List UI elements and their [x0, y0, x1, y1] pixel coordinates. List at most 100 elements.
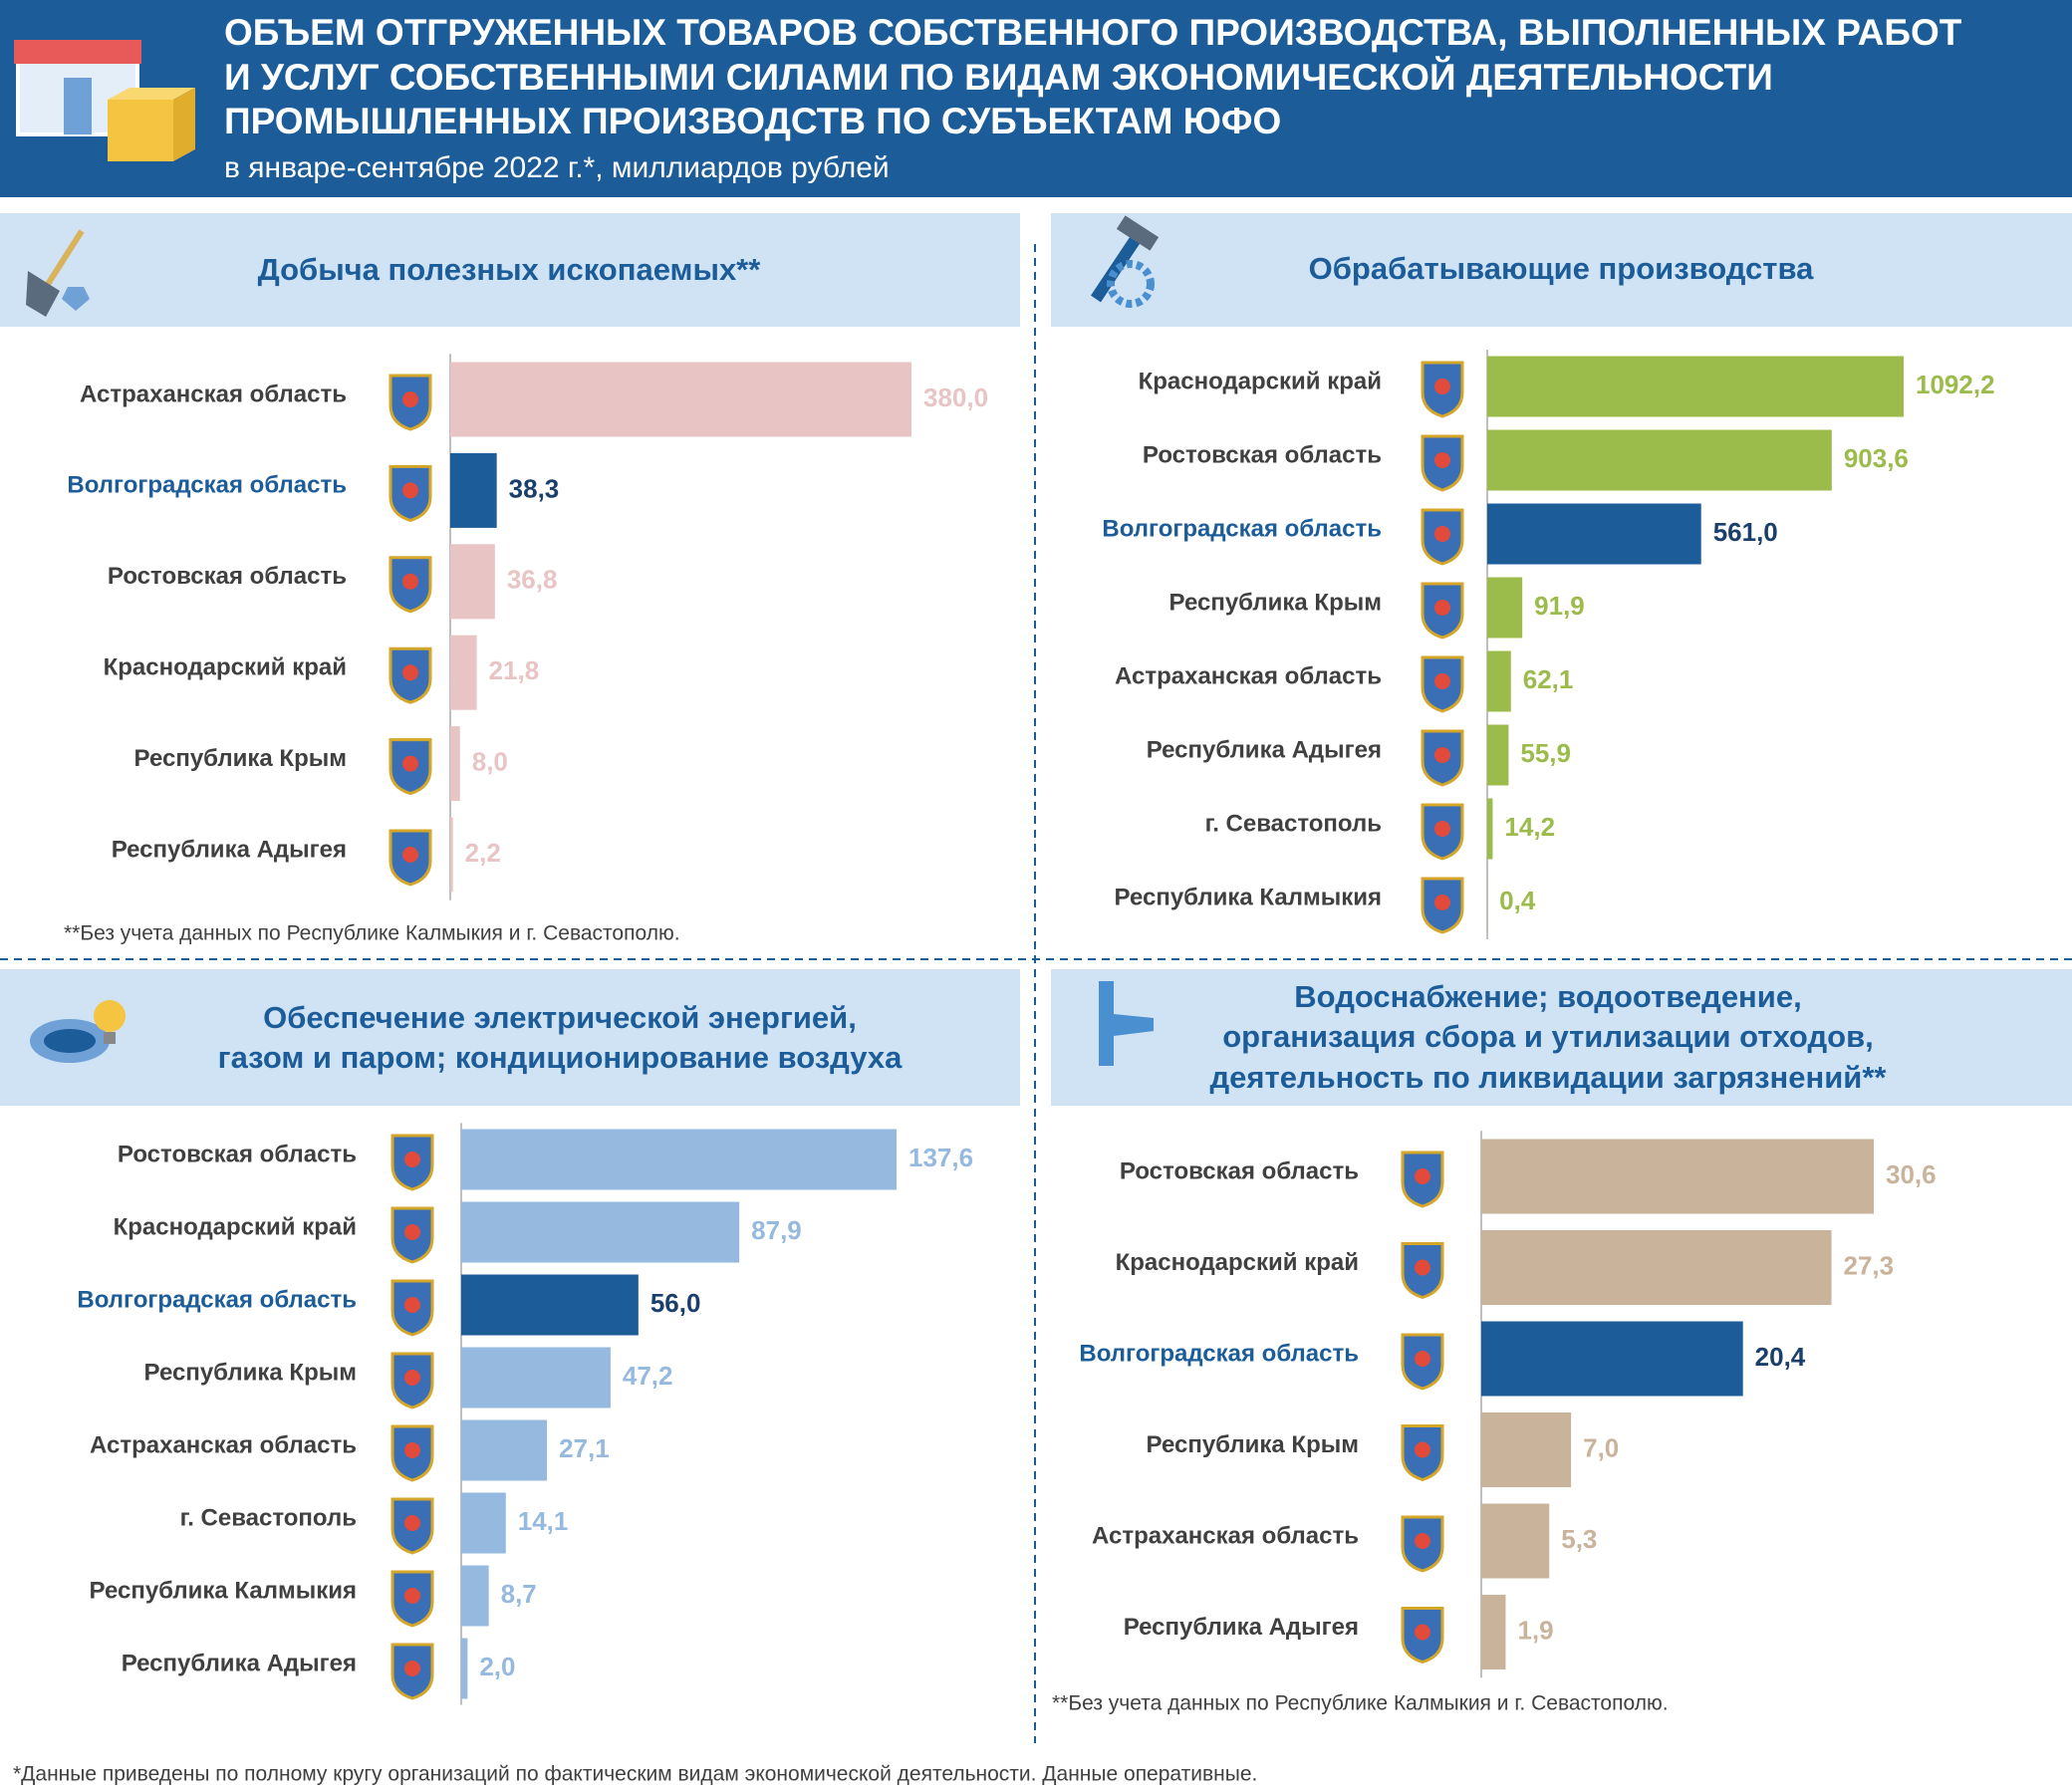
bar	[450, 635, 477, 710]
value-label: 2,0	[479, 1652, 515, 1681]
bar	[450, 817, 453, 893]
bar	[461, 1201, 740, 1263]
emblem-detail	[1415, 1533, 1430, 1549]
bar	[461, 1274, 639, 1336]
category-label: Республика Крым	[134, 745, 347, 772]
emblem-detail	[1434, 895, 1450, 910]
category-label: Республика Адыгея	[112, 836, 347, 863]
category-label: Ростовская область	[118, 1141, 357, 1167]
bar	[1481, 1230, 1832, 1305]
bar	[461, 1129, 897, 1190]
emblem-detail	[404, 1152, 420, 1167]
category-label: Краснодарский край	[1139, 368, 1382, 394]
value-label: 91,9	[1534, 591, 1585, 621]
value-label: 8,7	[501, 1579, 537, 1609]
category-label: Астраханская область	[1115, 662, 1382, 689]
bar	[1481, 1412, 1572, 1487]
emblem-detail	[402, 664, 418, 681]
category-label: Республика Крым	[1147, 1431, 1359, 1458]
category-label: Краснодарский край	[1116, 1249, 1359, 1276]
emblem-detail	[404, 1224, 420, 1240]
value-label: 21,8	[489, 655, 540, 685]
emblem-detail	[1434, 821, 1450, 837]
category-label: Астраханская область	[80, 381, 347, 407]
value-label: 56,0	[650, 1288, 701, 1318]
category-label: Республика Калмыкия	[1115, 884, 1382, 910]
panel-icon	[30, 1000, 126, 1063]
category-label: Волгоградская область	[77, 1286, 357, 1313]
value-label: 30,6	[1886, 1159, 1937, 1189]
bar	[1487, 503, 1701, 565]
bar	[1481, 1595, 1506, 1669]
value-label: 380,0	[923, 383, 988, 412]
bar	[1487, 798, 1493, 860]
bar	[461, 1347, 611, 1408]
emblem-detail	[402, 847, 418, 863]
value-label: 27,3	[1844, 1250, 1895, 1280]
panel-note: **Без учета данных по Республике Калмыки…	[64, 922, 680, 945]
emblem-detail	[1415, 1441, 1430, 1458]
value-label: 38,3	[509, 473, 560, 503]
panel-band	[1051, 969, 2072, 1106]
category-label: Ростовская область	[108, 563, 347, 590]
panel-icon	[1099, 981, 1154, 1066]
emblem-detail	[402, 482, 418, 499]
footnote: *Данные приведены по полному кругу орган…	[13, 1763, 1257, 1786]
category-label: Волгоградская область	[67, 472, 347, 499]
emblem-detail	[402, 391, 418, 407]
value-label: 14,2	[1504, 812, 1555, 842]
category-label: Республика Крым	[144, 1359, 357, 1386]
bar	[1481, 1139, 1874, 1214]
emblem-detail	[1434, 673, 1450, 689]
category-label: Ростовская область	[1120, 1157, 1359, 1184]
panel-icon	[26, 229, 90, 317]
panel-band	[0, 213, 1020, 327]
value-label: 1092,2	[1916, 370, 1995, 399]
category-label: Республика Калмыкия	[90, 1577, 357, 1604]
header-title: ПРОМЫШЛЕННЫХ ПРОИЗВОДСТВ ПО СУБЪЕКТАМ ЮФ…	[224, 101, 1281, 141]
emblem-detail	[404, 1515, 420, 1531]
bar	[450, 452, 497, 528]
category-label: г. Севастополь	[1205, 810, 1382, 837]
bar	[450, 362, 911, 437]
emblem-detail	[1434, 747, 1450, 763]
bar	[1481, 1321, 1743, 1397]
emblem-detail	[402, 573, 418, 590]
bar	[1487, 356, 1904, 417]
emblem-detail	[404, 1442, 420, 1458]
header-subtitle: в январе-сентябре 2022 г.*, миллиардов р…	[224, 151, 890, 184]
header-title: И УСЛУГ СОБСТВЕННЫМИ СИЛАМИ ПО ВИДАМ ЭКО…	[224, 56, 1773, 98]
value-label: 2,2	[465, 838, 501, 868]
emblem-detail	[1415, 1168, 1430, 1184]
category-label: Волгоградская область	[1079, 1340, 1359, 1367]
value-label: 14,1	[518, 1506, 569, 1536]
value-label: 0,4	[1499, 886, 1536, 915]
value-label: 36,8	[507, 565, 558, 595]
bar	[461, 1565, 489, 1627]
emblem-detail	[1415, 1624, 1430, 1641]
category-label: Краснодарский край	[114, 1213, 357, 1240]
header-title: ОБЪЕМ ОТГРУЖЕННЫХ ТОВАРОВ СОБСТВЕННОГО П…	[224, 12, 1962, 53]
panel-band	[0, 969, 1020, 1106]
value-label: 55,9	[1520, 738, 1571, 768]
emblem-detail	[1434, 452, 1450, 468]
category-label: Республика Адыгея	[1124, 1614, 1359, 1641]
value-label: 47,2	[623, 1361, 673, 1391]
value-label: 62,1	[1523, 664, 1574, 694]
bar	[450, 726, 460, 802]
value-label: 1,9	[1517, 1615, 1553, 1645]
bar	[1487, 429, 1832, 491]
bar	[1481, 1503, 1550, 1579]
category-label: Республика Адыгея	[122, 1650, 357, 1676]
emblem-detail	[402, 755, 418, 772]
panel-band	[1051, 213, 2072, 327]
panel-title: Обрабатывающие производства	[1309, 251, 1814, 286]
emblem-detail	[404, 1661, 420, 1676]
category-label: Астраханская область	[1092, 1522, 1359, 1549]
panel-title: Водоснабжение; водоотведение,	[1294, 979, 1801, 1014]
value-label: 87,9	[751, 1215, 802, 1245]
header-band	[0, 0, 2072, 197]
panel-icon	[1091, 215, 1160, 308]
header-icon	[14, 40, 195, 161]
